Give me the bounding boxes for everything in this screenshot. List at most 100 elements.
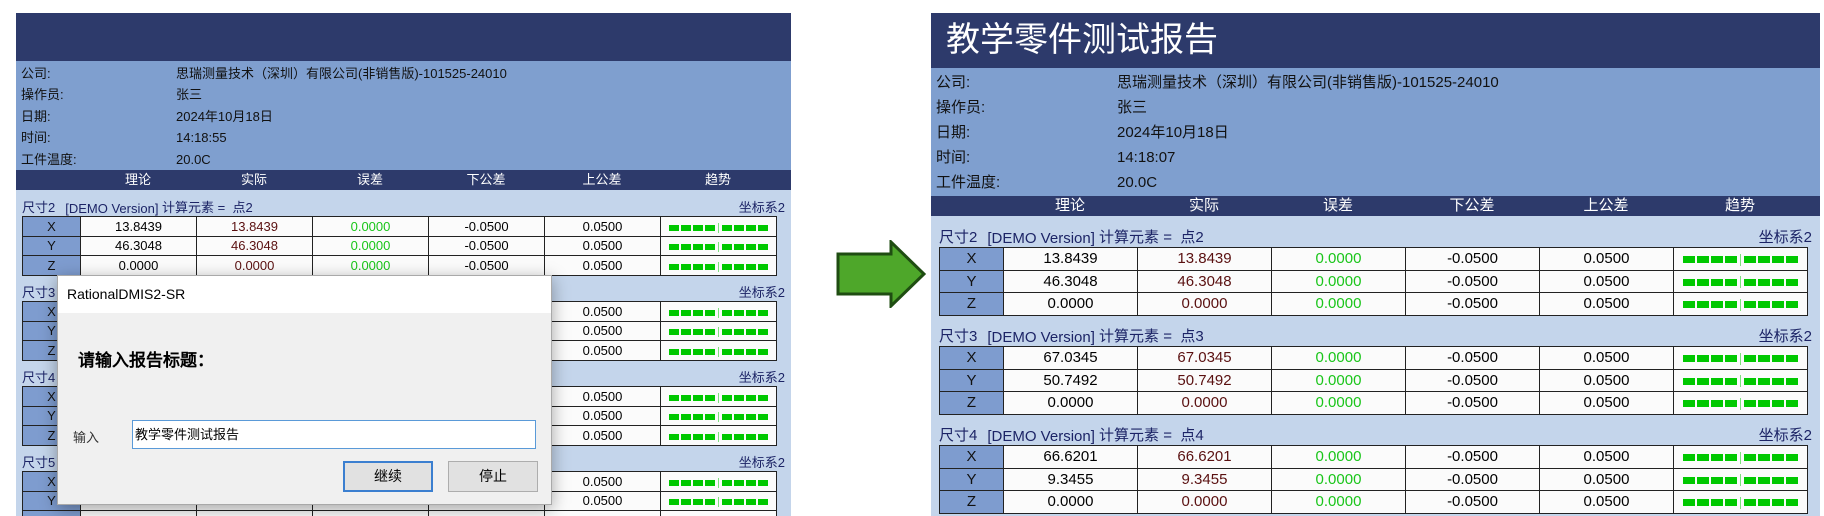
trend-center-mark: [718, 412, 719, 423]
lower-tol-cell: -0.0500: [428, 216, 545, 237]
trend-block: [705, 414, 715, 421]
trend-center-mark: [1740, 496, 1741, 509]
trend-block: [1683, 355, 1695, 363]
trend-cell: [1673, 467, 1808, 491]
trend-block: [693, 414, 703, 421]
trend-center-mark: [718, 431, 719, 442]
trend-block: [669, 433, 679, 440]
section-header: 尺寸5 坐标系2: [16, 445, 791, 471]
actual-cell: 46.3048: [196, 235, 313, 256]
demo-label: [DEMO Version]: [65, 201, 159, 216]
upper-tol-cell: 0.0500: [544, 340, 661, 361]
trend-block: [746, 329, 756, 336]
trend-block: [669, 348, 679, 355]
trend-block: [681, 329, 691, 336]
trend-cell: [1673, 269, 1808, 293]
column-header-0: 理论: [1054, 197, 1085, 214]
nominal-cell: 66.6201: [1003, 445, 1138, 469]
axis-cell: Z: [22, 255, 81, 276]
trend-block: [1725, 476, 1737, 484]
trend-block: [1683, 377, 1695, 385]
calc-element: 计算元素 = 点3: [1094, 328, 1204, 345]
column-header-1: 实际: [240, 172, 267, 187]
report-title-bar: [16, 13, 791, 61]
trend-bar-icon: [1683, 496, 1798, 509]
trend-block: [693, 263, 703, 270]
info-row: 日期: 2024年10月18日: [931, 120, 1820, 145]
trend-block: [1725, 355, 1737, 363]
error-cell: 0.0000: [1271, 490, 1406, 514]
info-value: 思瑞测量技术（深圳）有限公司(非销售版)-101525-24010: [176, 66, 507, 81]
trend-block: [705, 348, 715, 355]
report-title-bar: 教学零件测试报告: [931, 13, 1820, 68]
table-row: Y 46.3048 46.3048 0.0000 -0.0500 0.0500: [939, 269, 1808, 293]
trend-block: [734, 244, 744, 251]
coordinate-system: 坐标系2: [1758, 229, 1812, 246]
coordinate-system: 坐标系2: [738, 370, 785, 385]
info-label: 公司:: [936, 74, 971, 91]
trend-cell: [660, 235, 777, 256]
trend-block: [1744, 454, 1756, 462]
trend-block: [1683, 256, 1695, 264]
trend-center-mark: [718, 346, 719, 357]
table-row: X 13.8439 13.8439 0.0000 -0.0500 0.0500: [22, 216, 777, 237]
column-header-3: 下公差: [466, 172, 506, 187]
trend-bar-icon: [1683, 474, 1798, 487]
trend-block: [1725, 499, 1737, 507]
info-label: 工件温度:: [936, 174, 1001, 191]
column-header-5: 趋势: [704, 172, 731, 187]
table-row: Y 50.7492 50.7492 0.0000 -0.0500 0.0500: [939, 368, 1808, 392]
lower-tol-cell: -0.0500: [428, 255, 545, 276]
trend-bar-icon: [1683, 451, 1798, 464]
trend-block: [1744, 256, 1756, 264]
info-row: 操作员: 张三: [16, 84, 791, 105]
trend-center-mark: [718, 222, 719, 233]
trend-cell: [660, 340, 777, 361]
report-title-input[interactable]: 教学零件测试报告: [132, 420, 536, 449]
trend-block: [681, 244, 691, 251]
info-row: 日期: 2024年10月18日: [16, 106, 791, 127]
continue-button[interactable]: 继续: [343, 461, 433, 492]
info-label: 公司:: [21, 66, 51, 81]
column-header-5: 趋势: [1724, 197, 1755, 214]
trend-block: [693, 479, 703, 486]
trend-cell: [1673, 391, 1808, 415]
trend-block: [1772, 476, 1784, 484]
column-spacer: [22, 170, 80, 190]
trend-block: [1758, 499, 1770, 507]
error-cell: 0.0000: [1271, 346, 1406, 370]
nominal-cell: 50.7492: [1003, 368, 1138, 392]
table-row: X 66.6201 66.6201 0.0000 -0.0500 0.0500: [939, 445, 1808, 469]
trend-center-mark: [718, 497, 719, 508]
stop-button[interactable]: 停止: [448, 461, 538, 492]
trend-cell: [660, 405, 777, 426]
report-info: 公司: 思瑞测量技术（深圳）有限公司(非销售版)-101525-24010 操作员:…: [931, 68, 1820, 196]
trend-block: [758, 348, 768, 355]
table-row: X 13.8439 13.8439 0.0000 -0.0500 0.0500: [939, 247, 1808, 271]
column-header: 理论 实际 误差 下公差 上公差 趋势: [931, 196, 1820, 216]
trend-center-mark: [718, 261, 719, 272]
section-header: 尺寸3 坐标系2: [16, 275, 791, 301]
nominal-cell: 13.8439: [80, 216, 197, 237]
trend-block: [1744, 355, 1756, 363]
lower-tol-cell: -0.0500: [1405, 445, 1540, 469]
column-spacer: [939, 196, 1003, 216]
nominal-cell: 0.0000: [80, 510, 197, 516]
trend-block: [758, 224, 768, 231]
trend-block: [758, 414, 768, 421]
trend-block: [734, 499, 744, 506]
error-cell: 0.0000: [1271, 391, 1406, 415]
nominal-cell: 0.0000: [1003, 391, 1138, 415]
trend-block: [1711, 377, 1723, 385]
lower-tol-cell: -0.0500: [428, 235, 545, 256]
measurement-section: 尺寸3 [DEMO Version] 计算元素 = 点3 坐标系2 X 67.0345 6…: [931, 315, 1820, 415]
trend-block: [1711, 278, 1723, 286]
trend-block: [722, 224, 732, 231]
axis-cell: Z: [939, 292, 1004, 316]
trend-block: [1744, 301, 1756, 309]
error-cell: 0.0000: [1271, 247, 1406, 271]
trend-center-mark: [1740, 375, 1741, 388]
trend-block: [1711, 256, 1723, 264]
dimension-name: 尺寸3: [939, 328, 978, 345]
